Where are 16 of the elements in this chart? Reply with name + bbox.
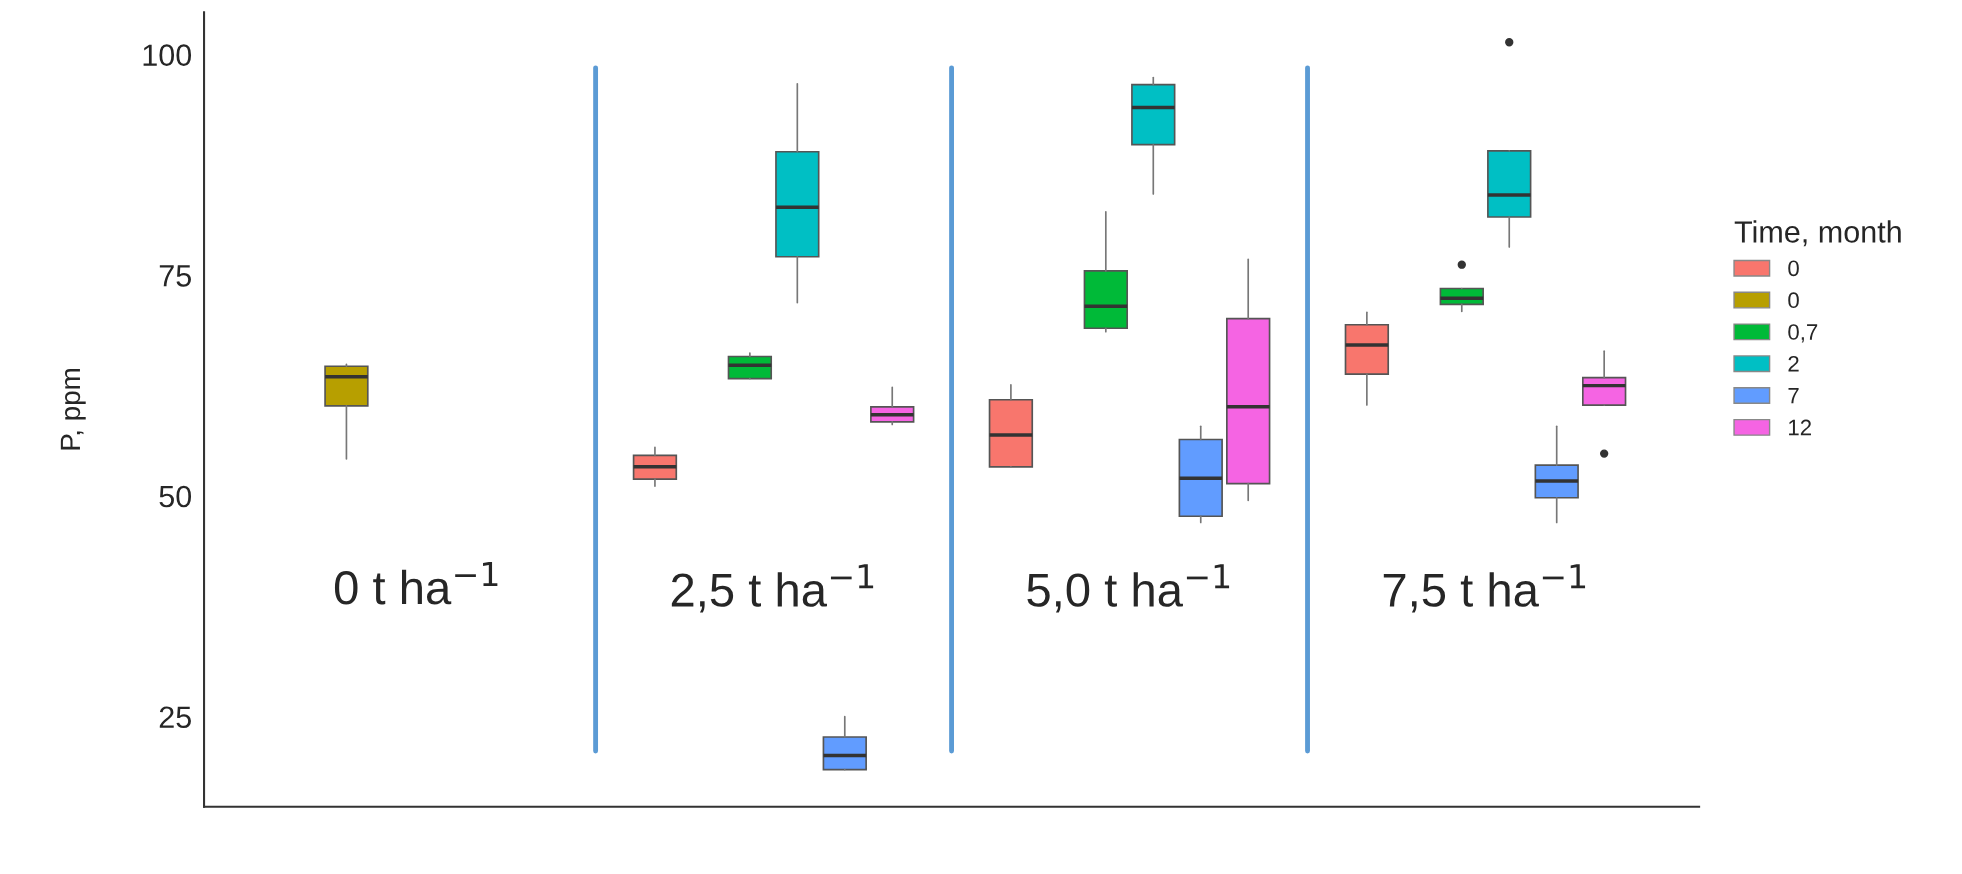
annotation: 5,0 t ha$^{−1}$ <box>1027 564 1230 613</box>
legend-label: 7 <box>1788 388 1799 404</box>
annotation: 0 t ha$^{−1}$ <box>334 561 498 605</box>
legend-label: 0 <box>1788 260 1799 277</box>
y-tick-label: 75 <box>159 265 191 287</box>
y-tick-label: 100 <box>143 44 192 66</box>
legend-label: 0,7 <box>1788 324 1818 343</box>
legend-title: Time, month <box>1734 220 1901 247</box>
y-tick-label: 50 <box>159 485 192 508</box>
y-tick-label: 25 <box>159 706 191 729</box>
legend-label: 2 <box>1788 355 1799 372</box>
legend-label: 12 <box>1789 419 1811 436</box>
annotation: 2,5 t ha$^{−1}$ <box>671 564 874 613</box>
annotation: 7,5 t ha$^{−1}$ <box>1383 564 1586 613</box>
y-axis-title: P, ppm <box>60 369 86 450</box>
legend-label: 0 <box>1788 292 1799 309</box>
